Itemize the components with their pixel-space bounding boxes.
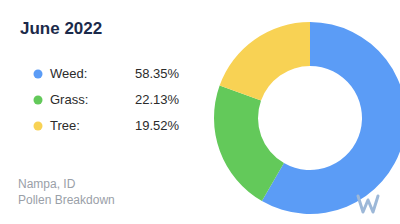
legend-label: Grass: — [50, 92, 88, 107]
legend-swatch — [34, 122, 43, 131]
legend-label: Tree: — [50, 118, 80, 133]
slice — [220, 22, 310, 100]
legend-value: 58.35% — [135, 66, 180, 81]
legend-value: 22.13% — [135, 92, 180, 107]
legend: Weed: 58.35% Grass: 22.13% Tree: 19.52% — [34, 66, 180, 133]
annotation: Pollen Breakdown — [18, 193, 115, 207]
donut — [214, 22, 400, 214]
legend-value: 19.52% — [135, 118, 180, 133]
legend-swatch — [34, 70, 43, 79]
chart: June 2022 Weed: 58.35% Grass: 22.13% Tree: 19.… — [0, 0, 400, 224]
legend-label: Weed: — [50, 66, 87, 81]
slice — [214, 86, 284, 201]
annotation: Nampa, ID — [18, 177, 76, 191]
logo — [358, 196, 378, 212]
title: June 2022 — [20, 19, 102, 38]
legend-swatch — [34, 96, 43, 105]
